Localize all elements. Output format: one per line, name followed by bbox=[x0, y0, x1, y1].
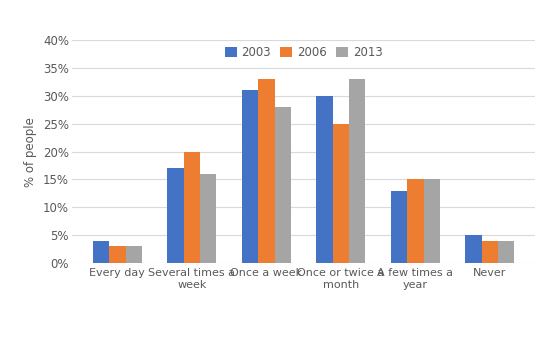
Bar bbox=[274, 107, 291, 263]
Bar bbox=[391, 190, 407, 263]
Bar bbox=[109, 246, 126, 263]
Bar bbox=[167, 168, 184, 263]
Bar bbox=[498, 241, 514, 263]
Bar bbox=[465, 235, 481, 263]
Bar bbox=[258, 79, 274, 263]
Bar bbox=[93, 241, 109, 263]
Bar bbox=[423, 179, 440, 263]
Legend: 2003, 2006, 2013: 2003, 2006, 2013 bbox=[225, 47, 383, 59]
Bar bbox=[200, 174, 216, 263]
Bar bbox=[184, 152, 200, 263]
Bar bbox=[242, 90, 258, 263]
Bar bbox=[126, 246, 142, 263]
Bar bbox=[481, 241, 498, 263]
Bar bbox=[349, 79, 365, 263]
Bar bbox=[316, 96, 333, 263]
Bar bbox=[407, 179, 423, 263]
Y-axis label: % of people: % of people bbox=[24, 117, 38, 187]
Bar bbox=[333, 124, 349, 263]
